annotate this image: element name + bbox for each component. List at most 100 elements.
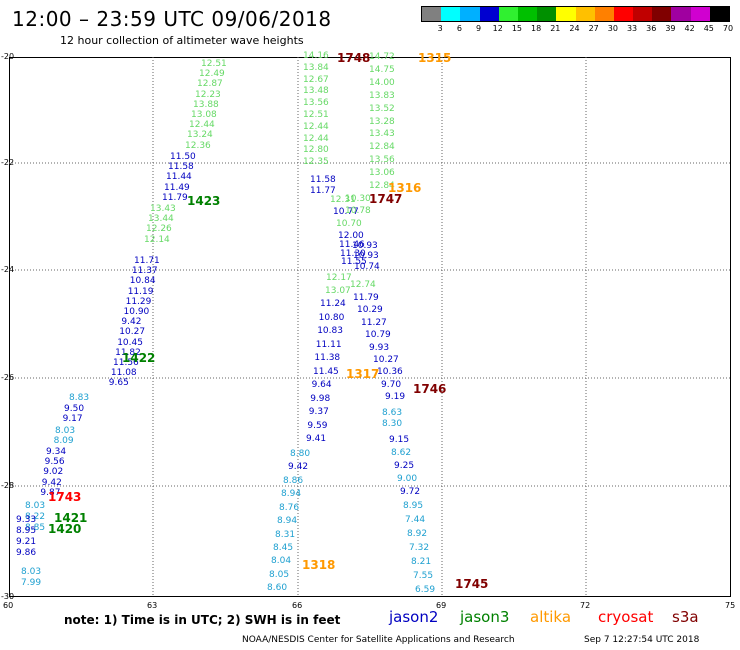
legend-entry-jason3: jason3 bbox=[460, 608, 510, 626]
pass-time-label: 1421 bbox=[54, 511, 88, 525]
wave-height-value: 12.84 bbox=[369, 142, 395, 153]
wave-height-value: 12.87 bbox=[197, 79, 223, 90]
wave-height-value: 10.93 bbox=[352, 241, 378, 251]
legend-entry-s3a: s3a bbox=[672, 608, 699, 626]
wave-height-value: 8.62 bbox=[391, 448, 412, 458]
wave-height-value: 9.64 bbox=[311, 380, 332, 390]
pass-time-label: 1745 bbox=[455, 577, 489, 591]
wave-height-value: 10.27 bbox=[119, 327, 146, 338]
color-swatch bbox=[517, 7, 538, 21]
wave-height-value: 10.80 bbox=[318, 312, 345, 323]
wave-height-value: 9.98 bbox=[310, 393, 331, 404]
wave-height-value: 13.44 bbox=[148, 214, 174, 225]
pass-time-label: 1315 bbox=[418, 51, 452, 65]
wave-height-value: 9.59 bbox=[307, 420, 328, 431]
color-scale-label: 45 bbox=[703, 24, 714, 33]
legend-entry-altika: altika bbox=[530, 608, 572, 626]
wave-height-value: 9.17 bbox=[62, 414, 83, 425]
wave-height-value: 13.28 bbox=[369, 116, 395, 127]
color-swatch bbox=[479, 7, 499, 21]
wave-height-value: 13.83 bbox=[369, 90, 395, 101]
wave-height-value: 8.83 bbox=[69, 393, 90, 403]
color-scale-label: 27 bbox=[588, 24, 599, 33]
wave-height-value: 13.06 bbox=[369, 168, 395, 179]
wave-height-value: 7.44 bbox=[405, 515, 426, 525]
wave-height-value: 14.16 bbox=[303, 51, 329, 61]
wave-height-value: 10.77 bbox=[333, 207, 359, 217]
wave-height-value: 11.77 bbox=[310, 186, 336, 196]
wave-height-value: 12.26 bbox=[146, 224, 172, 235]
wave-height-value: 13.43 bbox=[150, 204, 176, 214]
wave-height-value: 13.43 bbox=[369, 129, 395, 140]
wave-height-value: 9.42 bbox=[288, 462, 309, 472]
wave-height-color-scale bbox=[421, 6, 730, 22]
color-scale-label: 33 bbox=[626, 24, 638, 33]
color-swatch bbox=[633, 7, 653, 21]
wave-height-value: 8.63 bbox=[382, 408, 403, 418]
wave-height-value: 10.27 bbox=[373, 355, 399, 365]
footer-note: note: 1) Time is in UTC; 2) SWH is in fe… bbox=[64, 613, 341, 627]
wave-height-value: 11.29 bbox=[125, 296, 152, 307]
color-scale-label: 39 bbox=[665, 24, 676, 33]
color-swatch bbox=[441, 7, 461, 21]
wave-height-value: 13.56 bbox=[369, 155, 395, 166]
wave-height-value: 12.49 bbox=[199, 69, 225, 80]
wave-height-value: 8.31 bbox=[275, 529, 296, 540]
wave-height-value: 10.36 bbox=[377, 367, 403, 378]
wave-height-value: 9.50 bbox=[64, 404, 85, 414]
color-swatch bbox=[613, 7, 634, 21]
wave-height-value: 13.84 bbox=[303, 62, 329, 73]
longitude-label: 66 bbox=[292, 601, 303, 610]
wave-height-value: 9.42 bbox=[41, 477, 62, 488]
wave-height-value: 9.15 bbox=[389, 435, 410, 445]
wave-height-value: 9.42 bbox=[121, 317, 142, 328]
wave-height-value: 7.99 bbox=[21, 578, 42, 588]
wave-height-value: 9.87 bbox=[40, 487, 61, 498]
map-frame bbox=[9, 57, 731, 597]
pass-time-label: 1747 bbox=[369, 192, 403, 206]
latitude-label: -28 bbox=[1, 481, 15, 490]
map-subtitle: 12 hour collection of altimeter wave hei… bbox=[60, 34, 304, 47]
color-swatch bbox=[690, 7, 710, 21]
wave-height-value: 12.00 bbox=[338, 231, 364, 241]
pass-time-label: 1423 bbox=[187, 194, 221, 208]
wave-height-value: 10.78 bbox=[345, 206, 371, 216]
wave-height-value: 8.94 bbox=[281, 489, 302, 500]
wave-height-value: 8.76 bbox=[279, 502, 300, 513]
wave-height-value: 12.44 bbox=[303, 133, 329, 144]
latitude-label: -26 bbox=[1, 373, 15, 382]
latitude-label: -20 bbox=[1, 52, 15, 61]
wave-height-value: 9.70 bbox=[381, 379, 402, 390]
color-swatch bbox=[594, 7, 614, 21]
wave-height-value: 12.23 bbox=[195, 89, 221, 100]
wave-height-value: 11.19 bbox=[127, 286, 154, 297]
wave-height-value: 6.59 bbox=[415, 585, 436, 595]
wave-height-value: 8.03 bbox=[21, 567, 42, 577]
longitude-label: 72 bbox=[580, 601, 591, 610]
wave-height-value: 8.95 bbox=[403, 501, 424, 511]
wave-height-value: 9.65 bbox=[108, 378, 129, 389]
wave-height-value: 8.80 bbox=[290, 449, 311, 459]
wave-height-value: 11.49 bbox=[164, 182, 190, 193]
wave-height-value: 12.67 bbox=[303, 74, 329, 85]
latitude-label: -22 bbox=[1, 158, 15, 167]
color-swatch bbox=[556, 7, 576, 21]
pass-time-label: 1317 bbox=[346, 367, 380, 381]
pass-time-label: 1422 bbox=[122, 351, 156, 365]
wave-height-value: 12.44 bbox=[303, 121, 329, 132]
wave-height-value: 8.21 bbox=[411, 557, 432, 567]
credit-line: NOAA/NESDIS Center for Satellite Applica… bbox=[242, 635, 515, 645]
map-title: 12:00 – 23:59 UTC 09/06/2018 bbox=[12, 7, 332, 31]
wave-height-value: 11.56 bbox=[113, 358, 139, 368]
wave-height-value: 11.37 bbox=[131, 266, 158, 277]
wave-height-value: 7.55 bbox=[413, 571, 434, 581]
color-scale-label: 21 bbox=[550, 24, 561, 33]
wave-height-value: 9.00 bbox=[397, 474, 418, 484]
wave-height-value: 8.05 bbox=[269, 569, 290, 580]
wave-height-value: 13.48 bbox=[303, 86, 329, 97]
wave-height-value: 11.55 bbox=[341, 257, 367, 268]
wave-height-value: 9.25 bbox=[394, 461, 415, 471]
pass-time-label: 1318 bbox=[302, 558, 336, 572]
